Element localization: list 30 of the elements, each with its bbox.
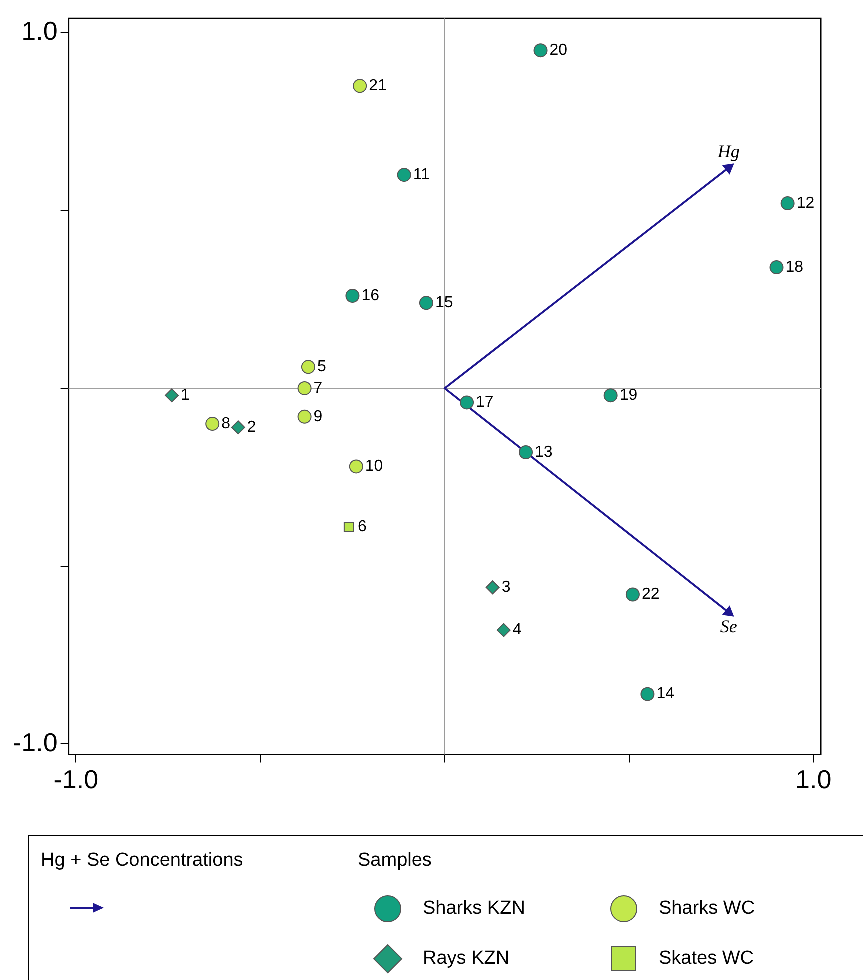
legend-label: Skates WC bbox=[659, 948, 754, 970]
legend-label: Sharks WC bbox=[659, 898, 756, 920]
annotation: 5 bbox=[317, 358, 326, 376]
annotation: 22 bbox=[642, 586, 660, 604]
annotation: 1 bbox=[181, 387, 190, 404]
annotation: 19 bbox=[620, 387, 638, 404]
annotation: 16 bbox=[362, 287, 380, 304]
annotation: 20 bbox=[550, 42, 568, 60]
annotation: 21 bbox=[369, 78, 387, 95]
series-label: Hg bbox=[716, 142, 740, 162]
annotation: 11 bbox=[413, 166, 430, 184]
series-label: Se bbox=[720, 616, 738, 636]
annotation: 6 bbox=[358, 518, 368, 536]
annotation: 14 bbox=[656, 686, 675, 703]
legend-title: Samples bbox=[358, 850, 432, 872]
annotation: 8 bbox=[222, 415, 231, 432]
annotation: 13 bbox=[535, 444, 553, 461]
annotation: 10 bbox=[365, 458, 384, 476]
annotation: 9 bbox=[314, 408, 323, 426]
annotation: 7 bbox=[314, 380, 323, 397]
text: Hg + Se Concentrations bbox=[41, 850, 244, 872]
annotation: 12 bbox=[796, 194, 815, 212]
annotation: 3 bbox=[502, 579, 511, 596]
annotation: 15 bbox=[435, 294, 454, 312]
annotation: 17 bbox=[476, 394, 494, 412]
annotation: 18 bbox=[786, 258, 804, 276]
legend-label: Rays KZN bbox=[423, 948, 510, 970]
annotation: 2 bbox=[247, 419, 256, 436]
legend-label: Sharks KZN bbox=[423, 898, 526, 920]
annotation: 4 bbox=[512, 622, 522, 639]
